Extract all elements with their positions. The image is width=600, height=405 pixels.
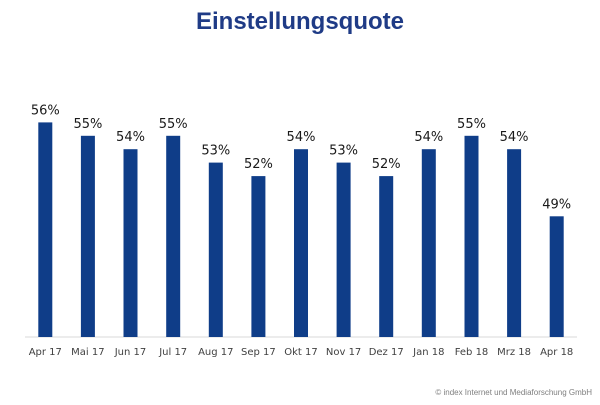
bar-apr-17 xyxy=(38,122,53,338)
value-labels-group: 56% 55% 54% 55% 53% 52% 54% 53% 52% 54% 55% 54% 49% xyxy=(31,103,571,212)
bar-jan-18 xyxy=(421,149,436,337)
bar-apr-18 xyxy=(549,216,564,337)
x-tick-label: Jun 17 xyxy=(114,347,147,358)
value-label: 49% xyxy=(542,197,571,212)
value-label: 54% xyxy=(116,130,145,145)
value-label: 55% xyxy=(457,117,486,132)
bar-okt-17 xyxy=(294,149,308,337)
x-tick-label: Jan 18 xyxy=(412,347,444,358)
x-tick-label: Sep 17 xyxy=(241,347,276,358)
value-label: 52% xyxy=(372,157,401,172)
x-tick-label: Apr 17 xyxy=(29,347,62,358)
bar-mrz-18 xyxy=(507,149,522,337)
value-label: 55% xyxy=(159,117,188,132)
x-tick-label: Nov 17 xyxy=(326,347,361,358)
chart-title: Einstellungsquote xyxy=(195,8,404,35)
value-label: 53% xyxy=(329,144,358,159)
tick-labels-group: Apr 17 Mai 17 Jun 17 Jul 17 Aug 17 Sep 17 Okt … xyxy=(29,347,574,358)
copyright-notice: © index Internet und Mediaforschung GmbH xyxy=(435,388,592,397)
x-tick-label: Mrz 18 xyxy=(497,347,531,358)
bars-group xyxy=(38,122,564,338)
value-label: 54% xyxy=(287,130,316,145)
bar-jun-17 xyxy=(123,149,138,337)
bar-dez-17 xyxy=(379,176,394,337)
x-tick-label: Dez 17 xyxy=(369,347,404,358)
value-label: 52% xyxy=(244,157,273,172)
value-label: 56% xyxy=(31,103,60,118)
x-tick-label: Mai 17 xyxy=(71,347,104,358)
bar-jul-17 xyxy=(166,135,181,337)
value-label: 54% xyxy=(414,130,443,145)
bar-mai-17 xyxy=(80,135,95,337)
bar-sep-17 xyxy=(251,176,266,337)
x-tick-label: Okt 17 xyxy=(284,347,318,358)
bar-nov-17 xyxy=(336,162,351,337)
value-label: 55% xyxy=(73,117,102,132)
x-tick-label: Aug 17 xyxy=(198,347,233,358)
bar-aug-17 xyxy=(208,162,223,337)
bar-feb-18 xyxy=(464,135,479,337)
x-tick-label: Feb 18 xyxy=(455,347,489,358)
x-tick-label: Apr 18 xyxy=(540,347,573,358)
x-tick-label: Jul 17 xyxy=(158,347,187,358)
value-label: 53% xyxy=(201,144,230,159)
value-label: 54% xyxy=(500,130,529,145)
